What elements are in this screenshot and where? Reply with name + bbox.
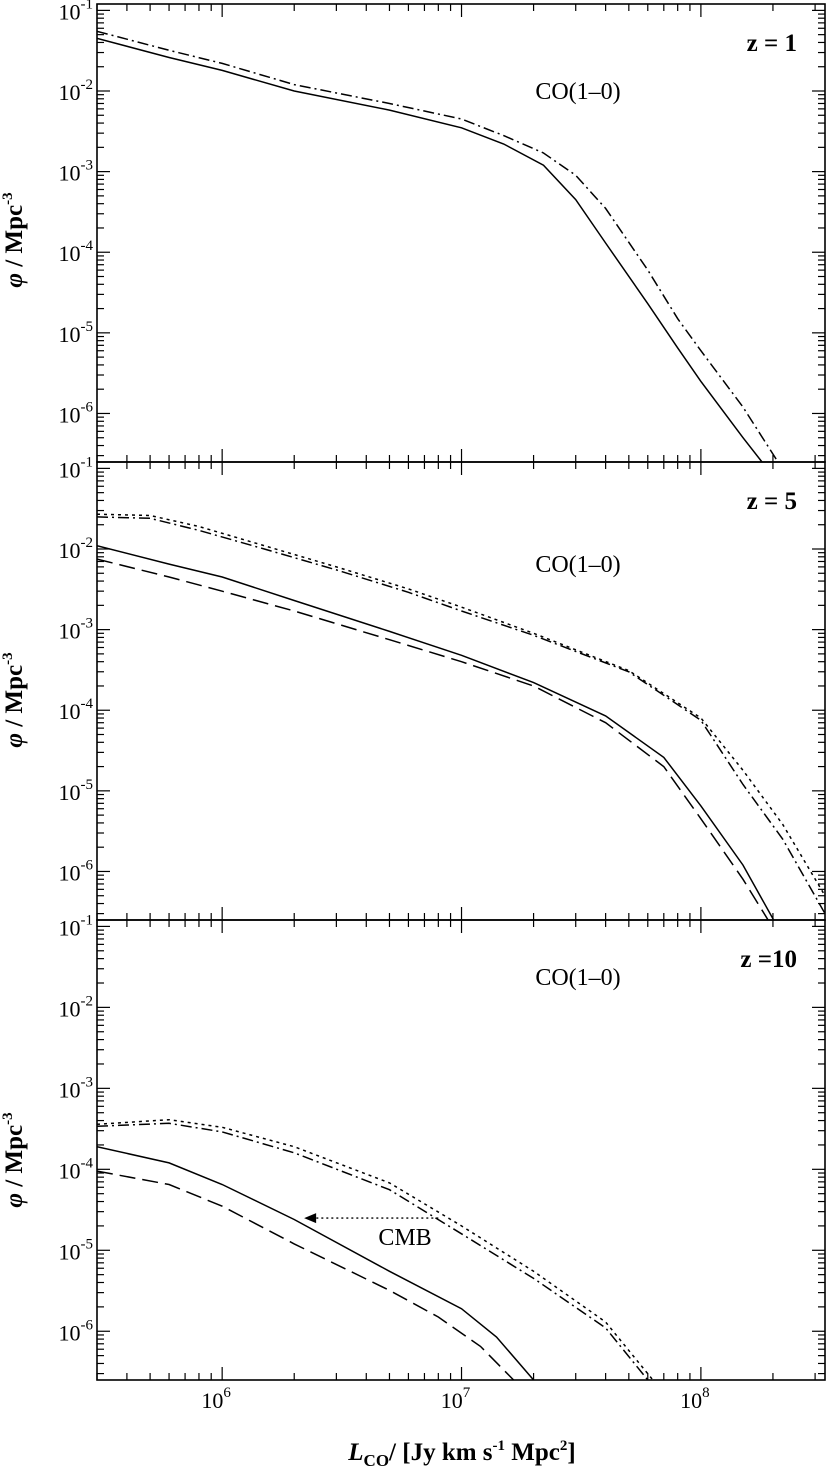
y-axis-label-bottom: φ / Mpc-3 [0, 1112, 28, 1207]
x-tick-label: 106 [201, 1385, 231, 1413]
series-line-dashed [97, 558, 769, 920]
y-tick-label: 10-1 [59, 454, 94, 482]
redshift-label: z = 5 [747, 488, 797, 515]
series-line-dotted [97, 1118, 654, 1380]
y-tick-label: 10-5 [59, 777, 94, 805]
y-tick-label: 10-6 [59, 399, 94, 427]
y-tick-label: 10-6 [59, 1317, 94, 1345]
line-annotation: CO(1–0) [535, 79, 620, 105]
redshift-label: z = 1 [747, 30, 797, 57]
panel-frame [96, 3, 826, 463]
panel-top: 10-1 10-2 10-3 10-4 10-5 10-6 z = 1 CO(1–0) [59, 0, 826, 463]
y-axis-label-middle: φ / Mpc-3 [0, 652, 28, 747]
y-tick-label: 10-2 [59, 993, 94, 1021]
panel-frame [96, 919, 826, 1381]
y-tick-label: 10-3 [59, 1074, 94, 1102]
y-axis-label-top: φ / Mpc-3 [0, 192, 28, 287]
panel-middle: 10-1 10-2 10-3 10-4 10-5 10-6 z = 5 CO(1–0) [59, 454, 826, 921]
line-annotation: CO(1–0) [535, 965, 620, 991]
y-tick-label: 10-4 [59, 696, 94, 724]
panel-frame [96, 461, 826, 921]
y-tick-label: 10-3 [59, 616, 94, 644]
redshift-label: z =10 [740, 946, 797, 973]
y-tick-label: 10-2 [59, 535, 94, 563]
series-line-dashdot [97, 516, 825, 914]
y-tick-label: 10-4 [59, 1155, 94, 1183]
x-tick-label: 107 [441, 1385, 471, 1413]
line-annotation: CO(1–0) [535, 552, 620, 578]
series-line-solid [97, 37, 763, 462]
series-line-solid [97, 544, 775, 920]
y-tick-label: 10-5 [59, 1236, 94, 1264]
series-line-dashdot [97, 1122, 649, 1380]
series-line-solid [97, 1145, 535, 1380]
x-tick-label: 108 [680, 1385, 710, 1413]
x-axis-label: LCO/ [Jy km s-1 Mpc2] [347, 1438, 575, 1470]
series-line-dashdot [97, 30, 779, 462]
y-tick-label: 10-1 [59, 912, 94, 940]
y-tick-label: 10-3 [59, 158, 94, 186]
series-line-dotted [97, 513, 825, 897]
y-tick-label: 10-2 [59, 77, 94, 105]
series-line-dashed [97, 1170, 515, 1380]
cmb-label: CMB [378, 1225, 431, 1251]
y-tick-label: 10-6 [59, 857, 94, 885]
y-tick-label: 10-4 [59, 238, 94, 266]
chart-panels: 10-110-210-310-410-510-6z = 1CO(1–0)10-1… [59, 0, 826, 1413]
y-tick-label: 10-5 [59, 319, 94, 347]
y-tick-label: 10-1 [59, 0, 94, 24]
cmb-arrow-head [304, 1213, 317, 1224]
panel-bottom: 10-1 10-2 10-3 10-4 10-5 10-6 106 107 108 z =10 CO… [59, 912, 826, 1413]
